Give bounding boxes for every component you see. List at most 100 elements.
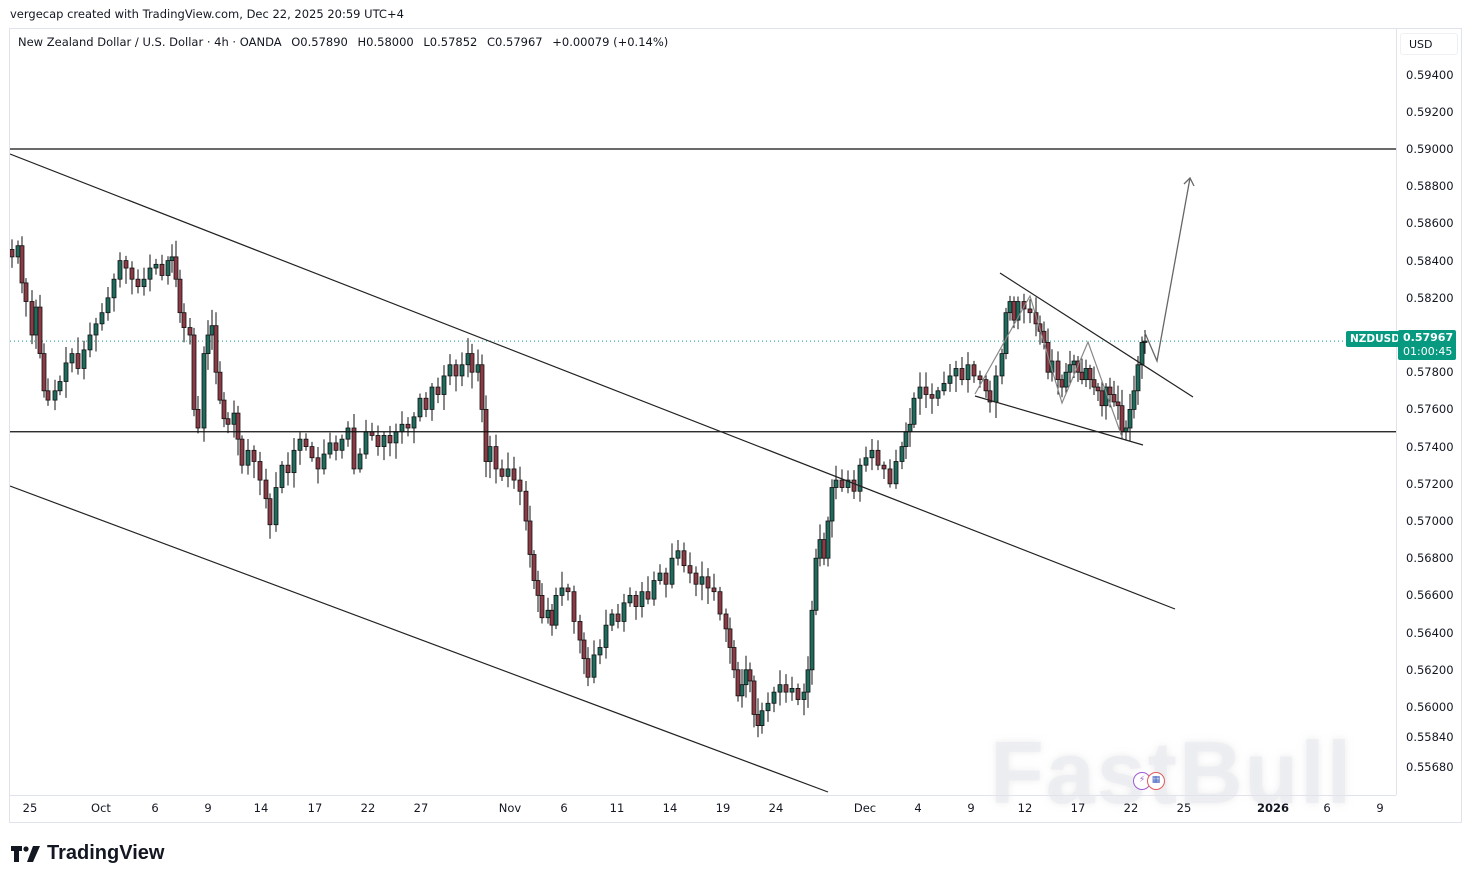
projection-arrow-line[interactable] bbox=[1144, 177, 1191, 364]
candle-body bbox=[1007, 301, 1013, 314]
candle-body bbox=[609, 613, 615, 626]
candle-body bbox=[1099, 390, 1105, 407]
time-tick: 9 bbox=[1376, 801, 1384, 815]
candle-body bbox=[987, 390, 993, 403]
candle-body bbox=[825, 520, 831, 559]
candle-body bbox=[345, 427, 351, 440]
candle-body bbox=[41, 353, 47, 392]
candle-body bbox=[251, 449, 257, 462]
candle-body bbox=[205, 334, 211, 355]
candle-body bbox=[63, 362, 69, 382]
candle-body bbox=[615, 613, 621, 622]
trend-line[interactable] bbox=[10, 485, 829, 793]
zigzag-line[interactable] bbox=[974, 294, 1123, 438]
chart-credit: vergecap created with TradingView.com, D… bbox=[10, 7, 404, 21]
candle-body bbox=[69, 353, 75, 364]
candle-body bbox=[469, 353, 475, 373]
candle-body bbox=[1115, 401, 1121, 407]
legend-instrument[interactable]: New Zealand Dollar / U.S. Dollar · 4h · … bbox=[18, 35, 282, 49]
candle-body bbox=[1135, 364, 1141, 392]
time-tick: 12 bbox=[1017, 801, 1033, 815]
time-tick: 6 bbox=[151, 801, 159, 815]
candle-body bbox=[857, 464, 863, 492]
candle-body bbox=[231, 412, 237, 425]
trend-line[interactable] bbox=[999, 272, 1194, 398]
tradingview-logo-icon bbox=[11, 845, 40, 862]
candle-body bbox=[475, 364, 481, 373]
candle-body bbox=[257, 461, 263, 481]
candle-body bbox=[165, 260, 171, 276]
price-tick: 0.58400 bbox=[1406, 253, 1454, 268]
trend-line[interactable] bbox=[974, 395, 1144, 446]
candle-body bbox=[129, 267, 135, 280]
candle-body bbox=[977, 375, 983, 381]
price-axis[interactable] bbox=[1396, 29, 1462, 795]
us-flag-event-icon[interactable]: ▦ bbox=[1147, 772, 1165, 790]
candle-body bbox=[29, 301, 35, 336]
candle-body bbox=[765, 702, 771, 712]
candle-body bbox=[187, 327, 193, 336]
candle-body bbox=[675, 550, 681, 559]
candle-body bbox=[201, 353, 207, 429]
time-tick: 9 bbox=[204, 801, 212, 815]
candle-body bbox=[523, 490, 529, 522]
price-tick: 0.55840 bbox=[1406, 729, 1454, 744]
candle-body bbox=[959, 368, 965, 381]
candle-body bbox=[899, 446, 905, 462]
candle-body bbox=[423, 397, 429, 410]
candle-body bbox=[511, 468, 517, 481]
candle-body bbox=[923, 386, 929, 395]
candle-body bbox=[459, 364, 465, 377]
candle-body bbox=[209, 325, 215, 336]
candle-body bbox=[181, 312, 187, 328]
currency-button[interactable]: USD bbox=[1400, 33, 1458, 55]
candle-body bbox=[1063, 371, 1069, 388]
legend-close: C0.57967 bbox=[487, 35, 543, 49]
candle-body bbox=[309, 446, 315, 459]
candle-body bbox=[1131, 390, 1137, 410]
candle-body bbox=[195, 408, 201, 429]
time-tick: 22 bbox=[1123, 801, 1139, 815]
candle-body bbox=[1142, 340, 1148, 343]
time-axis[interactable] bbox=[10, 795, 1396, 823]
candle-body bbox=[571, 591, 577, 622]
candle-body bbox=[493, 446, 499, 470]
candle-body bbox=[1049, 360, 1055, 373]
price-tick: 0.56800 bbox=[1406, 551, 1454, 566]
price-tick: 0.57600 bbox=[1406, 402, 1454, 417]
candle-body bbox=[999, 353, 1005, 377]
candle-body bbox=[851, 479, 857, 492]
candle-body bbox=[627, 595, 633, 604]
candle-body bbox=[983, 379, 989, 392]
arrowhead-icon bbox=[1183, 176, 1195, 187]
candle-body bbox=[285, 464, 291, 474]
candle-body bbox=[381, 435, 387, 448]
candle-body bbox=[907, 423, 913, 433]
candle-body bbox=[911, 397, 917, 425]
time-tick: 4 bbox=[914, 801, 922, 815]
candle-body bbox=[517, 479, 523, 492]
candle-body bbox=[159, 263, 165, 276]
candle-body bbox=[351, 427, 357, 470]
candle-body bbox=[81, 349, 87, 369]
time-tick: Dec bbox=[853, 801, 877, 815]
price-tick: 0.58600 bbox=[1406, 216, 1454, 231]
time-tick: 14 bbox=[662, 801, 678, 815]
candle-body bbox=[809, 609, 815, 671]
candle-body bbox=[363, 431, 369, 455]
time-tick: 6 bbox=[560, 801, 568, 815]
candle-body bbox=[447, 364, 453, 377]
candle-body bbox=[687, 565, 693, 574]
candle-body bbox=[279, 464, 285, 488]
chart-frame bbox=[9, 28, 1462, 823]
trend-line[interactable] bbox=[10, 153, 1176, 610]
candle-body bbox=[221, 399, 227, 420]
candle-body bbox=[105, 297, 111, 314]
candle-body bbox=[651, 580, 657, 600]
candle-body bbox=[147, 267, 153, 280]
candle-body bbox=[435, 386, 441, 395]
candle-body bbox=[581, 639, 587, 660]
price-tick: 0.58200 bbox=[1406, 290, 1454, 305]
candle-body bbox=[777, 684, 783, 693]
